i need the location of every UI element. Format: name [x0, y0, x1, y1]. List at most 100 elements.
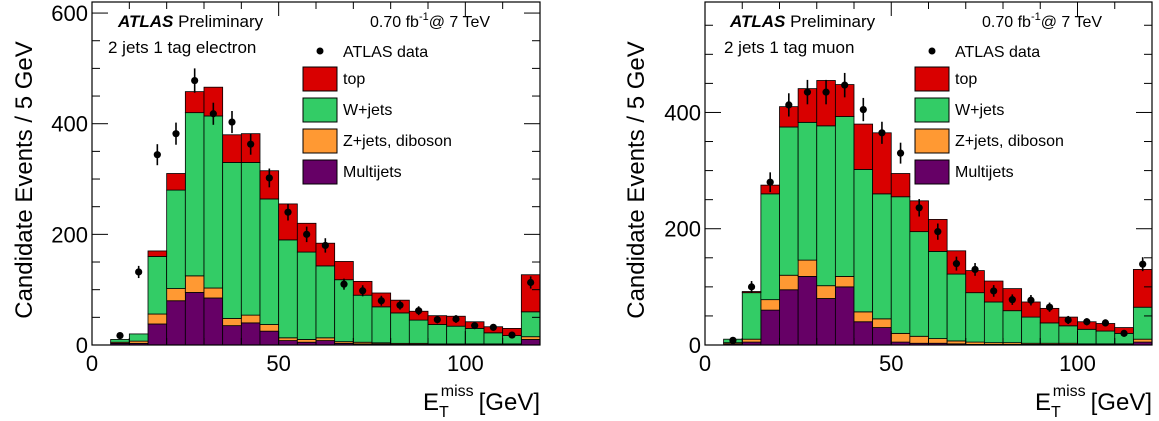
luminosity-label: 0.70 fb-1@ 7 TeV: [370, 11, 490, 31]
legend-label-multijets: Multijets: [343, 164, 402, 181]
data-point: [377, 297, 385, 305]
atlas-label: ATLAS Preliminary: [729, 12, 876, 31]
data-point: [896, 149, 905, 157]
status-label: Preliminary: [178, 12, 264, 31]
bar-w-jets: [259, 198, 280, 325]
bar-w-jets: [1058, 325, 1078, 344]
bar-top: [1132, 269, 1153, 308]
bar-top: [853, 123, 874, 170]
bar-z-jets-diboson: [259, 324, 280, 332]
data-point: [340, 280, 348, 288]
legend-swatch-multijets: [302, 159, 338, 185]
bar-top: [184, 91, 205, 114]
x-axis-label: ETmiss [GeV]: [1035, 383, 1152, 421]
data-point: [396, 301, 404, 309]
x-axis-label-main: E: [1035, 389, 1051, 416]
data-point: [489, 323, 497, 331]
y-tick-label: 600: [51, 1, 88, 26]
luminosity-value: 0.70 fb: [370, 14, 419, 31]
bar-z-jets-diboson: [278, 337, 298, 341]
legend-data-marker: [316, 47, 324, 55]
bar-w-jets: [909, 231, 929, 337]
bar-z-jets-diboson: [946, 340, 967, 345]
tick-labels: 0 50 100 0 200 400: [664, 100, 1096, 376]
bar-top: [890, 173, 911, 198]
data-point: [1045, 303, 1054, 311]
bar-z-jets-diboson: [315, 337, 336, 341]
y-tick-label: 200: [664, 217, 701, 242]
legend: ATLAS data top W+jets Z+jets, diboson Mu…: [302, 44, 452, 185]
legend-label-top: top: [343, 71, 365, 88]
x-tick-label: 100: [1059, 351, 1096, 376]
bar-w-jets: [128, 333, 149, 342]
channel-label: 2 jets 1 tag muon: [724, 38, 854, 57]
bar-w-jets: [464, 328, 485, 345]
bar-w-jets: [203, 115, 224, 289]
x-tick-label: 0: [86, 351, 98, 376]
bar-z-jets-diboson: [779, 274, 799, 291]
legend-label-multijets: Multijets: [955, 164, 1014, 181]
energy-value: @ 7 TeV: [429, 14, 491, 31]
luminosity-unit-exponent: -1: [419, 11, 429, 23]
data-point: [766, 178, 774, 186]
data-point: [153, 151, 161, 159]
bar-multijets: [853, 321, 874, 346]
data-point: [321, 241, 329, 250]
bar-w-jets: [741, 292, 762, 340]
legend-label-wjets: W+jets: [955, 102, 1004, 119]
x-axis-label-sup: miss: [1053, 383, 1086, 400]
legend-label-data: ATLAS data: [343, 44, 428, 61]
data-point: [952, 260, 961, 268]
bar-w-jets: [834, 116, 855, 277]
data-point: [785, 101, 793, 109]
data-point: [971, 265, 979, 274]
x-tick-label: 0: [699, 351, 711, 376]
bar-z-jets-diboson: [928, 338, 948, 344]
y-tick-label: 200: [51, 222, 88, 247]
data-point: [303, 230, 311, 238]
data-point: [1064, 316, 1072, 324]
bar-w-jets: [483, 332, 504, 345]
data-point: [508, 331, 516, 339]
bar-z-jets-diboson: [520, 336, 541, 340]
legend-swatch-top: [302, 66, 338, 92]
bar-top: [334, 261, 354, 281]
bar-multijets: [797, 275, 818, 346]
experiment-name: ATLAS: [117, 12, 174, 31]
data-point: [265, 174, 273, 182]
data-point: [116, 331, 124, 340]
bar-w-jets: [797, 121, 818, 261]
tick-labels: 0 50 100 0 200 400 600: [51, 1, 483, 376]
x-tick-label: 50: [266, 351, 290, 376]
data-point: [471, 322, 479, 330]
energy-value: @ 7 TeV: [1041, 14, 1103, 31]
y-tick-label: 400: [51, 112, 88, 137]
legend-label-data: ATLAS data: [955, 44, 1040, 61]
bar-w-jets: [390, 312, 410, 344]
axes: [704, 1, 1153, 346]
bar-multijets: [259, 330, 280, 346]
data-point: [191, 76, 199, 85]
bar-z-jets-diboson: [240, 314, 261, 324]
bar-w-jets: [352, 294, 373, 343]
data-point: [284, 208, 292, 216]
data-point: [452, 315, 460, 323]
status-label: Preliminary: [790, 12, 876, 31]
bar-w-jets: [1039, 322, 1060, 344]
data-point: [209, 110, 217, 118]
data-point: [859, 105, 867, 114]
stacked-histogram-bars: [723, 80, 1153, 346]
bar-w-jets: [110, 339, 130, 343]
bar-z-jets-diboson: [296, 339, 317, 343]
data-point: [803, 88, 812, 96]
channel-label: 2 jets 1 tag electron: [108, 38, 256, 57]
bar-multijets: [184, 292, 205, 346]
bar-z-jets-diboson: [909, 335, 929, 344]
bar-w-jets: [166, 189, 186, 289]
data-point: [990, 287, 998, 295]
legend-label-wjets: W+jets: [343, 102, 392, 119]
bar-z-jets-diboson: [872, 318, 892, 328]
bar-w-jets: [983, 301, 1004, 344]
data-point: [247, 140, 255, 148]
x-tick-label: 100: [447, 351, 484, 376]
